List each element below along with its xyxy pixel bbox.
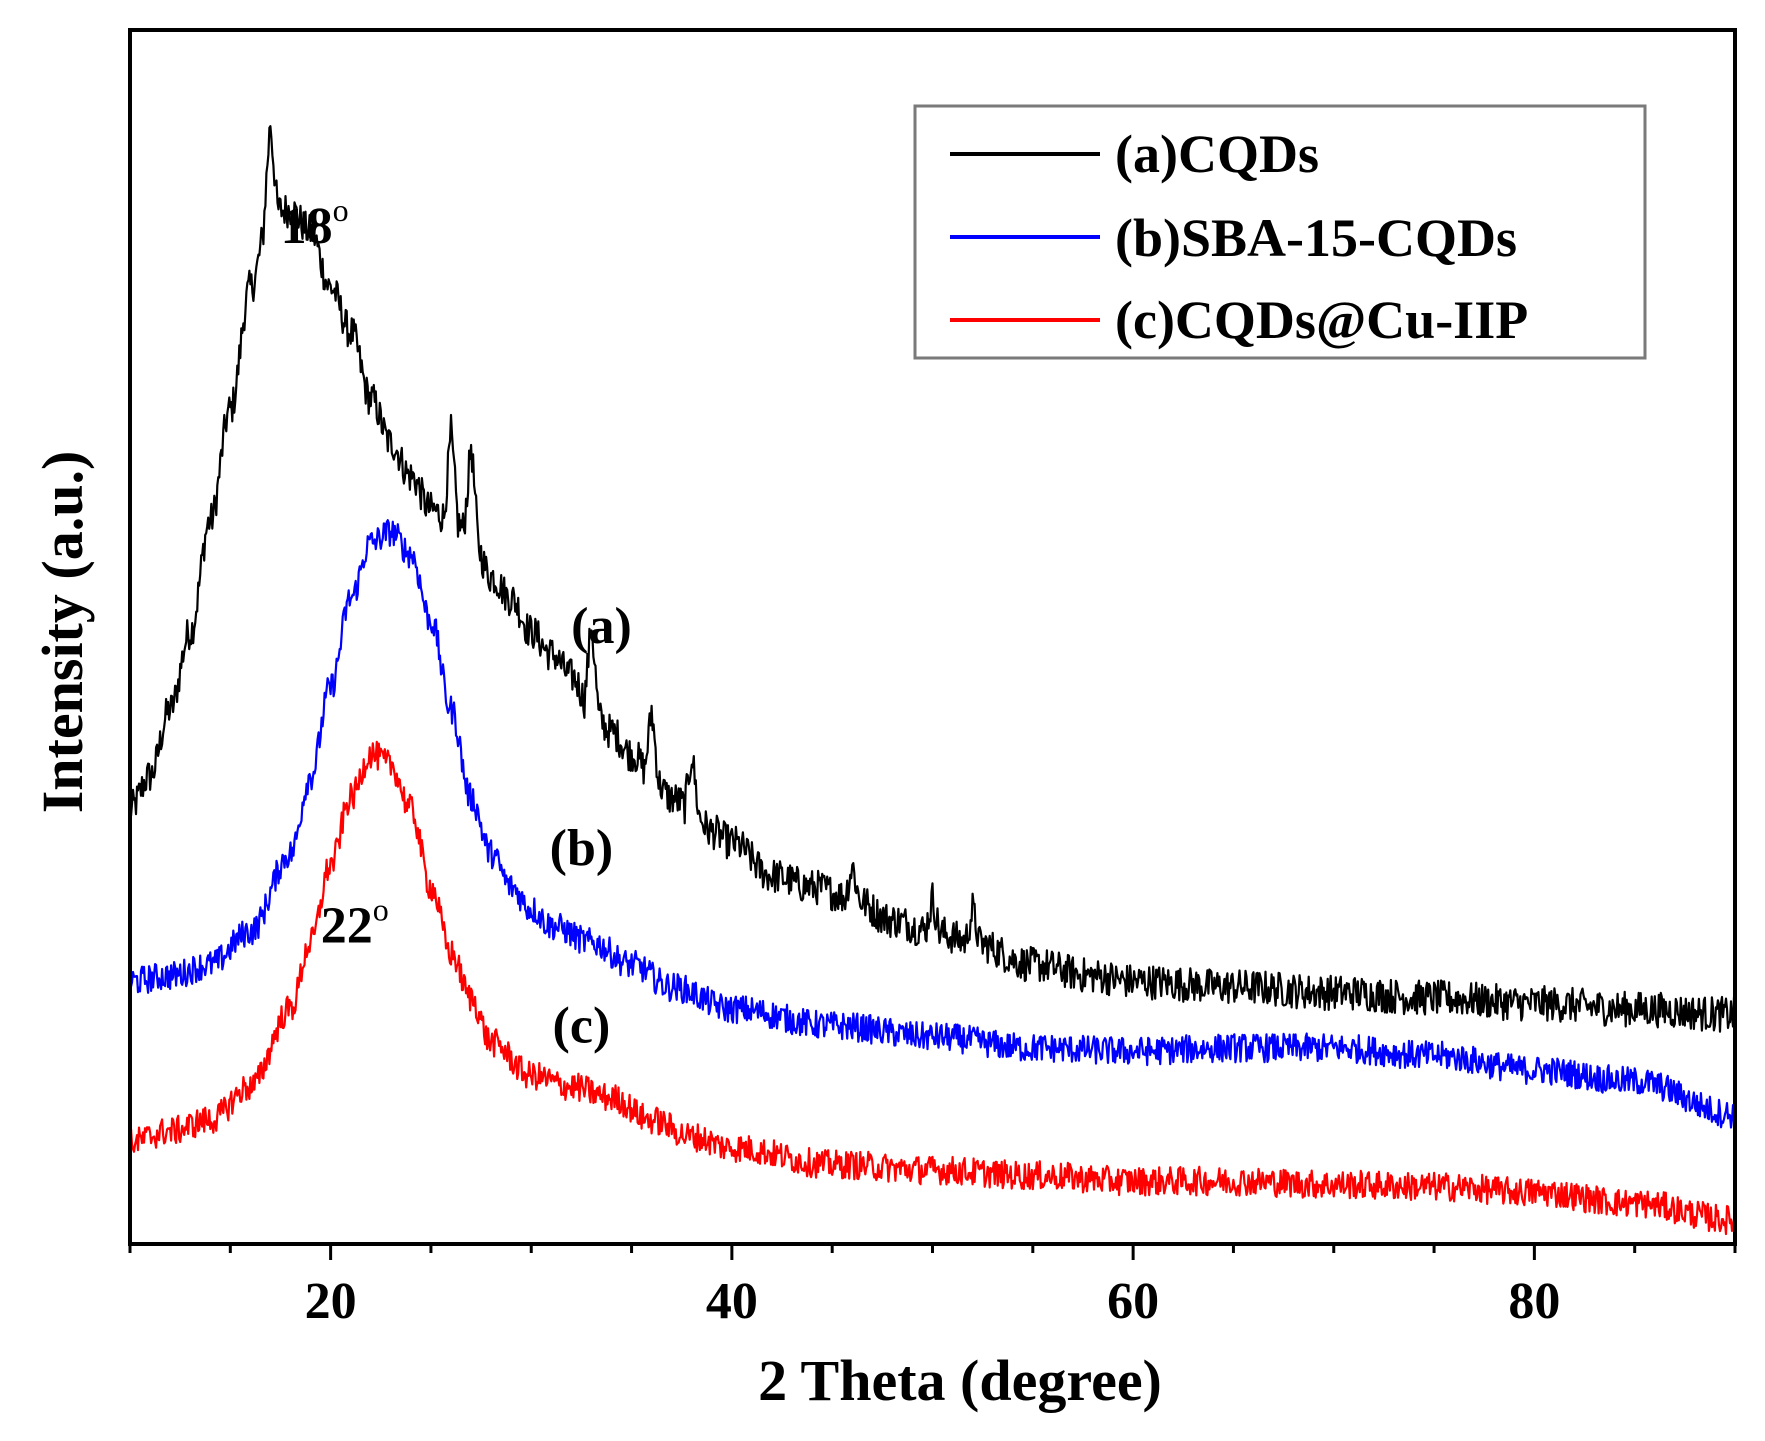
legend: (a)CQDs (b)SBA-15-CQDs (c)CQDs@Cu-IIP [913,104,1647,360]
series-line-3 [128,740,1737,1236]
legend-label-c: (c)CQDs@Cu-IIP [1115,290,1528,350]
x-axis-label: 2 Theta (degree) [758,1348,1162,1413]
tick-layer: 20 40 60 80 [128,1244,1737,1330]
series-line-1 [128,125,1737,1033]
annotation-label: (c) [553,997,611,1054]
x-tick-label: 20 [305,1273,357,1330]
y-axis-label: Intensity (a.u.) [30,451,95,814]
legend-label-b: (b)SBA-15-CQDs [1115,208,1517,268]
x-tick-label: 40 [706,1273,758,1330]
series-layer [128,125,1737,1236]
x-tick-label: 60 [1107,1273,1159,1330]
legend-box [913,104,1647,360]
annotation-label: (b) [550,820,614,877]
annotation-label: (a) [571,598,632,655]
legend-label-a: (a)CQDs [1115,124,1319,184]
series-line-2 [128,519,1737,1129]
x-tick-label: 80 [1508,1273,1560,1330]
